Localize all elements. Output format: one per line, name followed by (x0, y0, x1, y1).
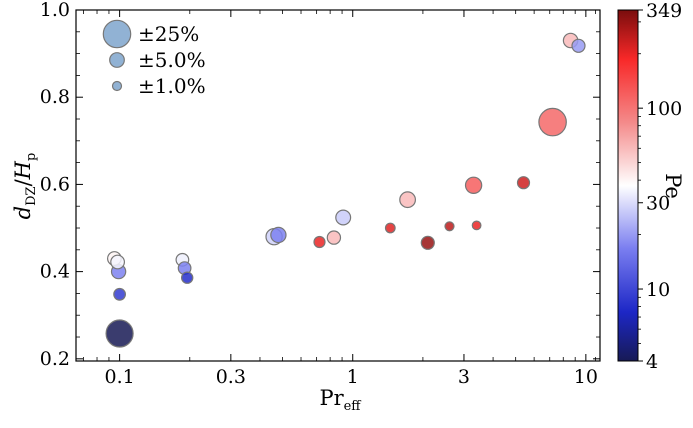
x-tick-label: 1 (347, 366, 359, 388)
data-point (516, 176, 531, 190)
data-point (180, 271, 194, 284)
data-point (326, 230, 342, 245)
x-tick-label: 3 (458, 366, 470, 388)
colorbar (617, 9, 639, 362)
legend-label: ±1.0% (138, 74, 206, 98)
data-point (110, 254, 125, 270)
legend-label: ±5.0% (138, 48, 206, 72)
size-legend: ±25%±5.0%±1.0% (102, 19, 206, 98)
axis-ticks: 0.1 0.3 1 3 10 0.2 0.4 0.6 0.8 1.0 (40, 0, 600, 388)
colorbar-ticks: 4 10 30 100 349 (638, 0, 682, 373)
colorbar-label: Pe (661, 173, 685, 199)
data-points (105, 32, 586, 348)
data-point (113, 287, 126, 301)
colorbar-tick-label: 10 (646, 279, 670, 301)
legend-marker (109, 52, 125, 68)
y-tick-label: 0.2 (40, 348, 70, 370)
data-point (464, 176, 483, 194)
data-point (335, 209, 352, 226)
colorbar-tick-label: 100 (646, 98, 682, 120)
data-point (444, 221, 455, 232)
y-tick-label: 0.4 (40, 261, 70, 283)
data-point (571, 38, 586, 53)
legend-label: ±25% (138, 22, 199, 46)
data-point (538, 107, 567, 137)
data-point (270, 226, 287, 244)
data-point (313, 235, 326, 249)
data-point (384, 222, 396, 234)
legend-marker (111, 80, 123, 92)
x-tick-label: 0.3 (216, 366, 246, 388)
y-tick-label: 1.0 (40, 0, 70, 21)
colorbar-tick-label: 349 (646, 0, 682, 22)
data-point (105, 319, 134, 348)
y-axis-label: dDZ/Hp (11, 153, 39, 220)
data-point (471, 220, 482, 231)
y-tick-label: 0.8 (40, 86, 70, 108)
colorbar-tick-label: 30 (646, 193, 670, 215)
legend-marker (102, 19, 132, 49)
plot-frame (75, 9, 601, 362)
x-tick-label: 10 (574, 366, 598, 388)
x-tick-label: 0.1 (105, 366, 135, 388)
y-tick-label: 0.6 (40, 173, 70, 195)
data-point (420, 235, 435, 250)
x-axis-label: Preff (319, 386, 362, 414)
colorbar-tick-label: 4 (646, 351, 658, 373)
data-point (399, 191, 417, 209)
